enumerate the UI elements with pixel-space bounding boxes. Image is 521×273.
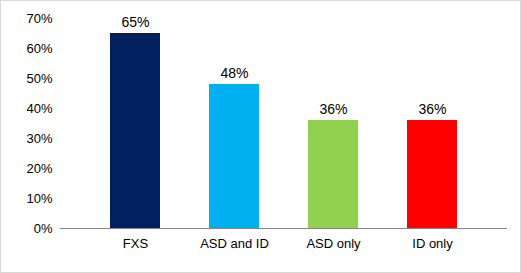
svg-text:20%: 20% [26, 161, 52, 176]
svg-text:ID only: ID only [412, 236, 453, 251]
svg-text:36%: 36% [319, 101, 347, 117]
svg-text:ASD only: ASD only [306, 236, 361, 251]
svg-text:10%: 10% [26, 191, 52, 206]
svg-text:40%: 40% [26, 101, 52, 116]
svg-text:0%: 0% [34, 221, 53, 236]
svg-text:36%: 36% [418, 101, 446, 117]
svg-text:30%: 30% [26, 131, 52, 146]
svg-text:65%: 65% [121, 14, 149, 30]
svg-text:48%: 48% [220, 65, 248, 81]
svg-text:70%: 70% [26, 11, 52, 26]
svg-text:50%: 50% [26, 71, 52, 86]
svg-text:FXS: FXS [123, 236, 149, 251]
svg-text:60%: 60% [26, 41, 52, 56]
svg-text:ASD and ID: ASD and ID [200, 236, 269, 251]
